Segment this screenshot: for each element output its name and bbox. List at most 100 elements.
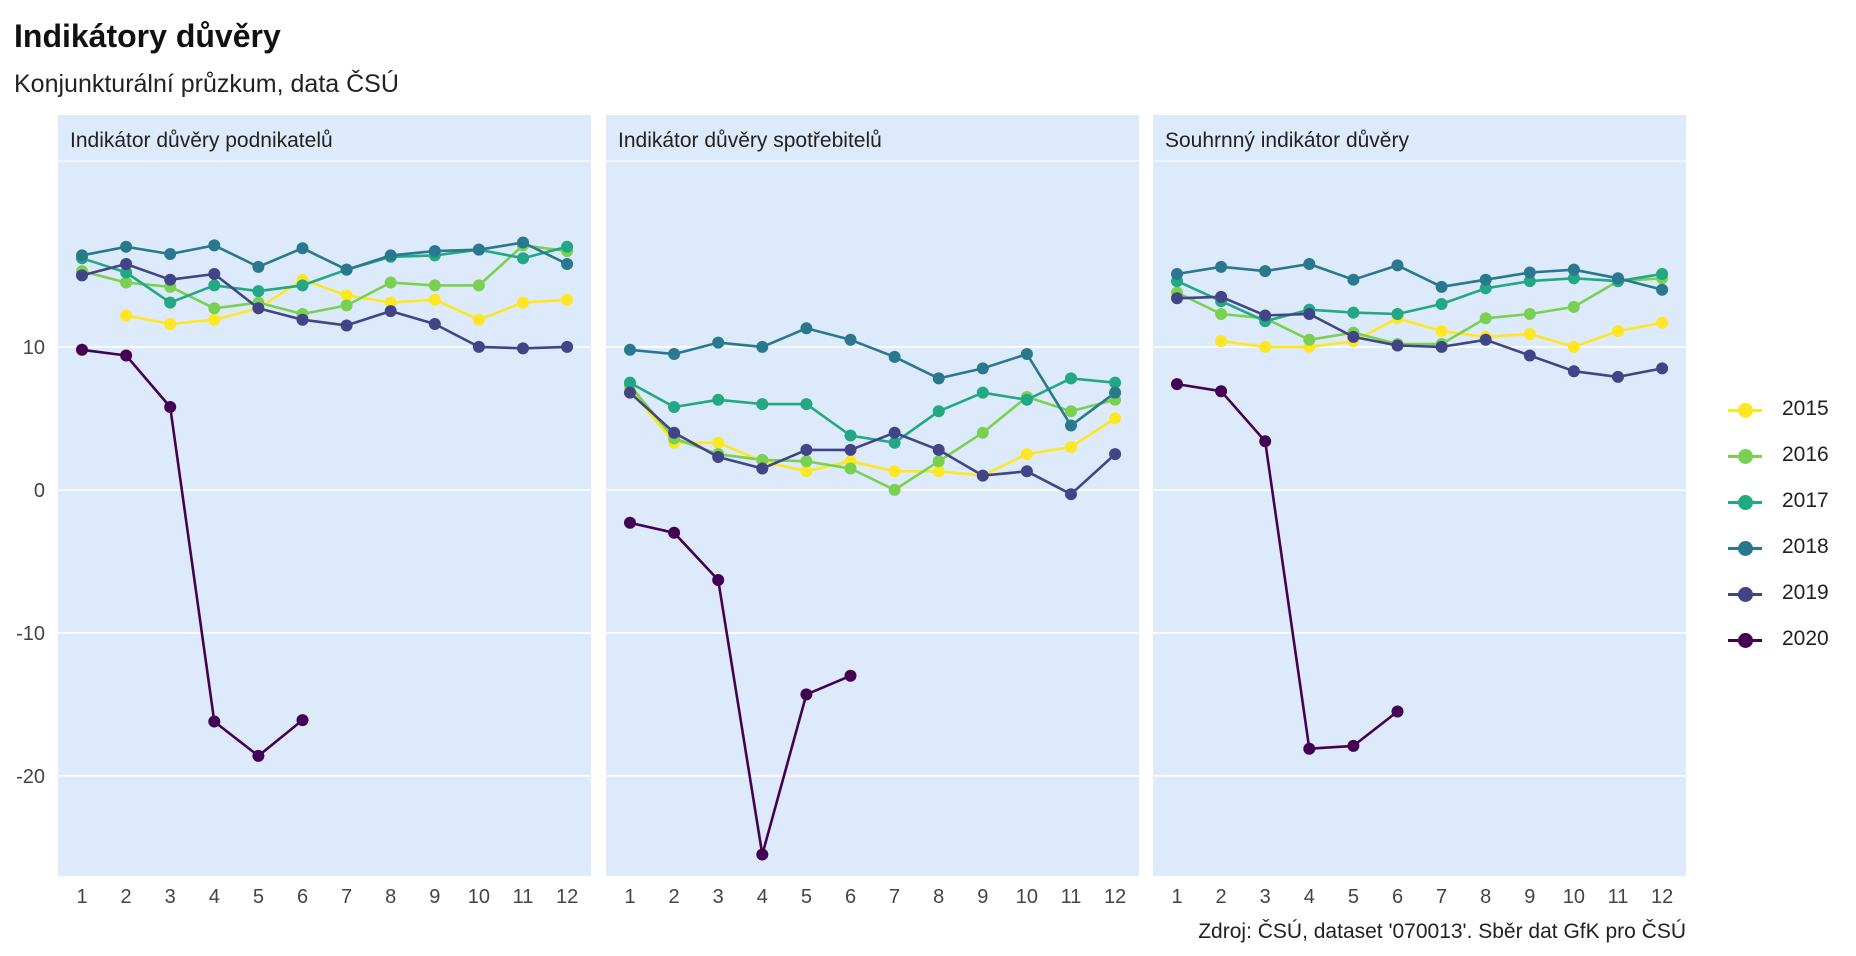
data-point-2019 (844, 443, 857, 456)
data-point-2015 (1612, 325, 1624, 338)
legend-label: 2017 (1782, 489, 1829, 512)
data-point-2017 (976, 386, 989, 399)
data-point-2020 (800, 688, 813, 701)
data-point-2019 (800, 443, 813, 456)
data-point-2018 (517, 236, 529, 249)
data-point-2017 (624, 376, 636, 389)
data-point-2018 (1215, 260, 1228, 273)
x-tick-label: 2 (1216, 886, 1227, 908)
data-point-2015 (208, 313, 221, 326)
series-line-2020 (1176, 382, 1399, 751)
data-point-2019 (472, 340, 485, 353)
data-point-2019 (1215, 290, 1228, 303)
series-line-2018 (1176, 262, 1663, 291)
data-point-2018 (624, 343, 636, 356)
data-point-2018 (1171, 267, 1183, 280)
series-line-2017 (81, 245, 568, 304)
data-point-2018 (800, 322, 813, 335)
data-point-2018 (1303, 257, 1316, 270)
data-point-2020 (252, 749, 265, 762)
data-point-2019 (384, 305, 397, 318)
data-point-2017 (1567, 272, 1580, 285)
data-point-2016 (1065, 405, 1077, 418)
data-point-2017 (296, 279, 309, 292)
data-point-2017 (800, 398, 813, 411)
data-point-2015 (1523, 328, 1536, 341)
data-point-2018 (1065, 419, 1077, 432)
y-tick-label: 10 (23, 337, 45, 359)
data-point-2018 (120, 240, 133, 253)
data-point-2019 (976, 469, 989, 482)
x-tick-label: 11 (513, 886, 534, 908)
x-tick-label: 4 (757, 886, 768, 908)
data-point-2020 (624, 516, 636, 529)
data-point-2019 (1020, 465, 1033, 478)
data-point-2015 (120, 309, 133, 322)
data-point-2018 (428, 245, 441, 258)
data-point-2019 (932, 443, 945, 456)
x-tick-label: 1 (624, 886, 635, 908)
data-point-2018 (1612, 272, 1624, 285)
data-point-2017 (932, 405, 945, 418)
legend-label: 2016 (1782, 443, 1829, 466)
data-point-2015 (1567, 340, 1580, 353)
panel-title: Souhrnný indikátor důvěry (1165, 129, 1409, 152)
x-tick-label: 12 (556, 886, 578, 908)
data-point-2015 (712, 436, 725, 449)
x-tick-label: 2 (121, 886, 132, 908)
data-point-2020 (844, 669, 857, 682)
data-point-2020 (756, 848, 769, 861)
data-point-2020 (1303, 742, 1316, 755)
data-point-2018 (1656, 283, 1669, 296)
x-tick-label: 9 (429, 886, 440, 908)
data-point-2018 (756, 340, 769, 353)
data-point-2019 (1391, 339, 1404, 352)
data-point-2019 (208, 267, 221, 280)
data-point-2016 (844, 462, 857, 475)
legend-dot-2016 (1738, 449, 1753, 464)
data-point-2018 (976, 362, 989, 375)
data-point-2019 (252, 302, 265, 315)
data-point-2018 (472, 243, 485, 256)
data-point-2020 (1259, 435, 1272, 448)
data-point-2015 (517, 296, 529, 309)
series-line-2019 (81, 262, 568, 350)
legend-item-2020: 2020 (1728, 625, 1848, 655)
data-point-2019 (1109, 448, 1122, 461)
panel-background (1153, 115, 1686, 876)
data-point-2017 (1065, 372, 1077, 385)
data-point-2019 (1171, 292, 1183, 305)
data-point-2017 (1479, 282, 1492, 295)
legend-label: 2018 (1782, 535, 1829, 558)
x-tick-label: 7 (1436, 886, 1447, 908)
data-point-2018 (208, 239, 221, 252)
panel-title: Indikátor důvěry podnikatelů (70, 129, 333, 152)
data-point-2016 (1479, 312, 1492, 325)
data-point-2019 (517, 342, 529, 355)
x-tick-label: 7 (889, 886, 900, 908)
data-point-2018 (76, 249, 88, 262)
x-tick-label: 3 (1260, 886, 1271, 908)
data-point-2015 (888, 465, 901, 478)
data-point-2018 (1020, 348, 1033, 361)
data-point-2018 (384, 249, 397, 262)
data-point-2017 (844, 429, 857, 442)
legend-item-2019: 2019 (1728, 579, 1848, 609)
x-tick-label: 6 (1392, 886, 1403, 908)
data-point-2016 (472, 279, 485, 292)
data-point-2018 (712, 336, 725, 349)
data-point-2015 (1656, 316, 1669, 329)
x-tick-label: 10 (1016, 886, 1038, 908)
series-line-2017 (629, 377, 1116, 445)
data-point-2015 (472, 313, 485, 326)
data-point-2017 (208, 279, 221, 292)
data-point-2019 (1259, 309, 1272, 322)
legend-item-2016: 2016 (1728, 441, 1848, 471)
data-point-2018 (844, 333, 857, 346)
legend-item-2015: 2015 (1728, 395, 1848, 425)
data-point-2016 (800, 455, 813, 468)
data-point-2017 (1020, 393, 1033, 406)
data-point-2019 (1612, 370, 1624, 383)
data-point-2016 (932, 455, 945, 468)
x-tick-label: 5 (801, 886, 812, 908)
